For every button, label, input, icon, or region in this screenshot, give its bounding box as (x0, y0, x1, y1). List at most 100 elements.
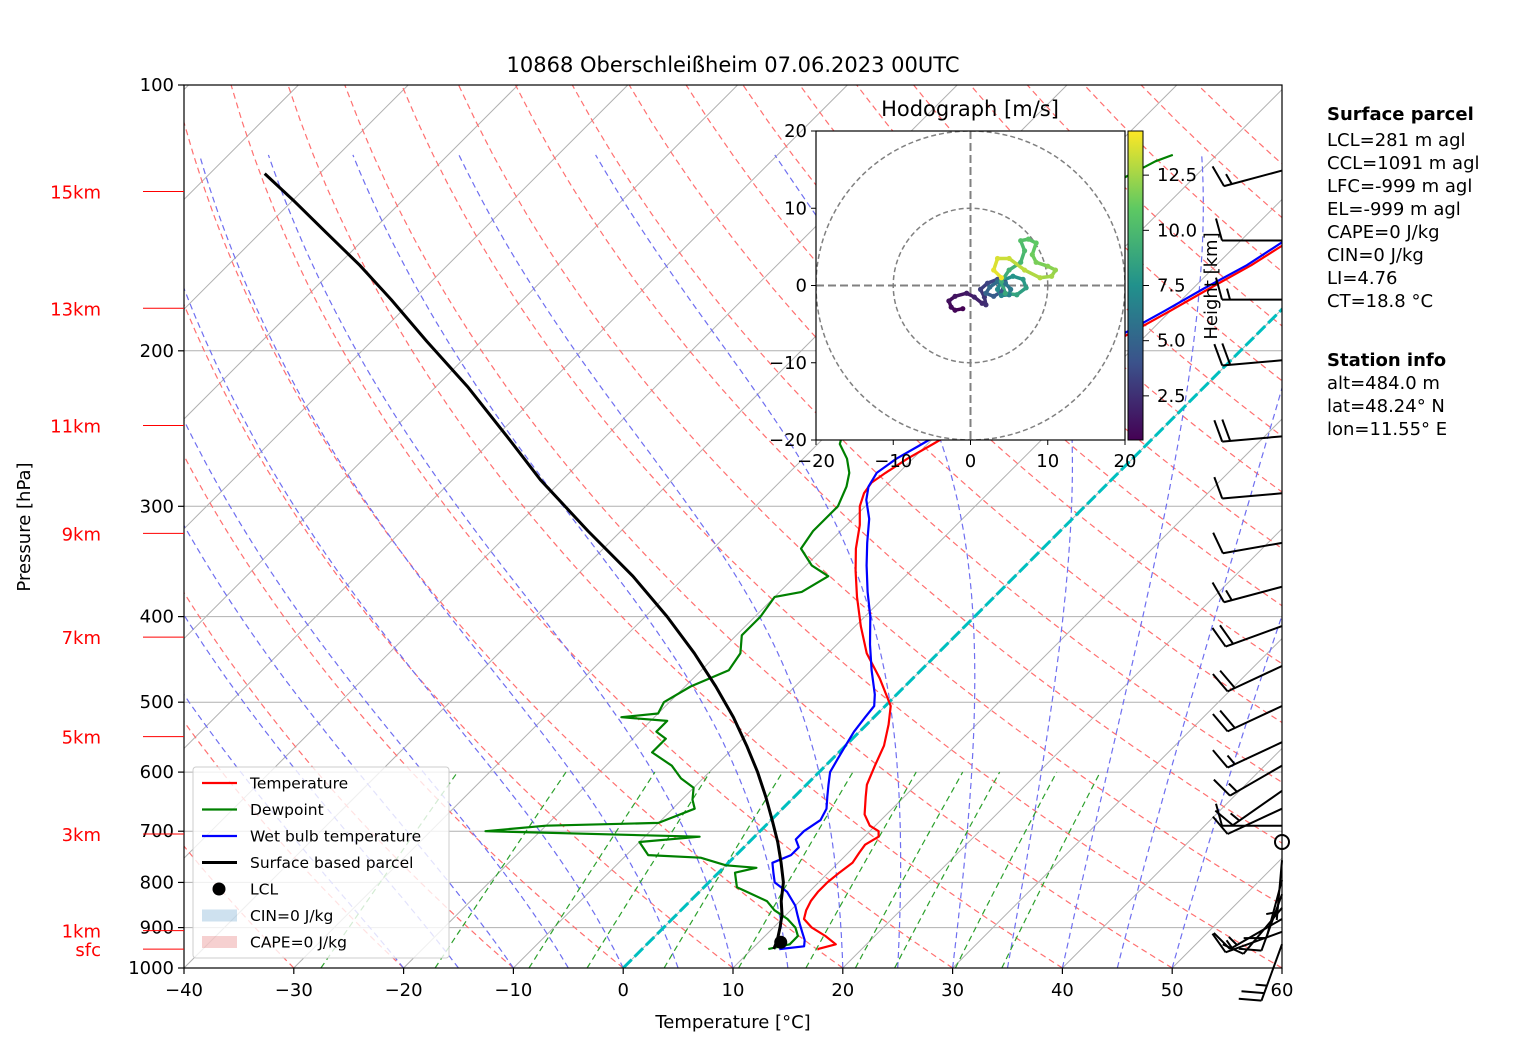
mixing-ratio-line (586, 771, 711, 968)
hodograph: −20−20 −10 −10 0 0 10 10 20 20 Hodograph [m/s] 2… (769, 97, 1222, 472)
legend-label: CAPE=0 J/kg (250, 934, 347, 952)
legend-box (192, 766, 450, 959)
surface-parcel-line: CAPE=0 J/kg (1327, 222, 1440, 243)
dry-adiabat (184, 454, 624, 968)
wind-barb (1238, 943, 1283, 1002)
legend-entries: Temperature Dewpoint Wet bulb temperature S… (202, 775, 421, 952)
hodograph-y-tick-label: 10 (784, 198, 807, 219)
wind-barb (1211, 165, 1283, 188)
hodograph-y-tick-label: 0 (796, 276, 807, 297)
hodograph-segment (1007, 256, 1027, 272)
isotherm-line (184, 85, 629, 530)
hodograph-x-tick-label: −10 (874, 451, 912, 472)
isotherm-line (184, 85, 848, 750)
mixing-ratio-line (434, 771, 567, 968)
wind-barb (1212, 741, 1283, 769)
hodograph-x-tick-label: −20 (797, 451, 835, 472)
x-tick-label: −40 (165, 980, 203, 1001)
surface-parcel-line: CIN=0 J/kg (1327, 245, 1424, 266)
isotherm-line (513, 198, 1282, 968)
x-tick-label: −30 (275, 980, 313, 1001)
isotherm-line (184, 85, 738, 640)
colorbar-tick-label: 5.0 (1157, 331, 1186, 352)
hodograph-point (1002, 290, 1008, 296)
hodograph-background (816, 131, 1125, 440)
x-axis-label: Temperature [°C] (654, 1012, 810, 1033)
legend-swatch (202, 936, 237, 948)
chart-title: 10868 Oberschleißheim 07.06.2023 00UTC (507, 53, 960, 77)
hodograph-y-tick-label: −10 (769, 353, 807, 374)
legend-label: Dewpoint (250, 801, 324, 819)
hodograph-point (987, 284, 993, 290)
height-label: 11km (50, 416, 101, 437)
surface-parcel-line: CT=18.8 °C (1327, 291, 1434, 312)
hodograph-point (998, 275, 1005, 281)
colorbar-label: Height [km] (1201, 232, 1222, 339)
surface-parcel-line: LCL=281 m agl (1327, 130, 1466, 151)
colorbar (1127, 130, 1144, 441)
isotherm-line (1062, 747, 1282, 968)
height-label: 9km (62, 524, 101, 545)
x-tick-label: −10 (494, 980, 532, 1001)
mixing-ratio-line (528, 771, 656, 968)
hodograph-point (984, 280, 991, 286)
moist-adiabat (198, 154, 679, 968)
dry-adiabat (344, 85, 1173, 968)
height-label: 1km (62, 922, 101, 943)
hodograph-point (1023, 285, 1029, 291)
station-info-line: lon=11.55° E (1327, 419, 1448, 440)
mixing-ratio-line (854, 771, 964, 968)
hodograph-y-tick-label: −20 (769, 430, 807, 451)
dry-adiabat (458, 85, 1282, 906)
hodograph-segment (1022, 268, 1042, 280)
wind-barb (1213, 764, 1283, 797)
wind-barb (1212, 807, 1283, 835)
moist-adiabat (184, 524, 514, 968)
station-info-title: Station info (1327, 350, 1447, 371)
wind-barb (1213, 419, 1283, 443)
dry-adiabat (401, 85, 1282, 968)
wind-barb (1212, 705, 1283, 733)
series-line (771, 241, 1282, 951)
hodograph-point (1049, 273, 1055, 279)
legend-label: CIN=0 J/kg (250, 907, 333, 925)
x-tick-label: 0 (617, 980, 628, 1001)
legend-swatch (212, 882, 226, 896)
hodograph-point (994, 279, 1001, 285)
wind-barb (1211, 582, 1283, 604)
y-tick-label: 200 (140, 341, 174, 362)
height-label: 13km (50, 299, 101, 320)
hodograph-point (991, 293, 997, 299)
hodograph-x-tick-label: 0 (965, 451, 976, 472)
y-tick-label: 800 (140, 872, 174, 893)
hodograph-point (1052, 267, 1059, 273)
hodograph-point (998, 279, 1005, 285)
y-axis-label: Pressure [hPa] (14, 462, 35, 591)
moist-adiabat (352, 154, 789, 968)
y-tick-label: 900 (140, 918, 174, 939)
moist-adiabat (774, 154, 976, 968)
y-axis-ticks: 100 200 300 400 500 600 700 800 900 1000 (128, 75, 184, 979)
surface-parcel-line: CCL=1091 m agl (1327, 153, 1480, 174)
hodograph-point (1029, 252, 1035, 258)
moist-adiabat (184, 418, 569, 968)
moist-adiabat (1061, 154, 1204, 968)
surface-parcel-title: Surface parcel (1327, 104, 1474, 125)
hodograph-point (1006, 267, 1012, 273)
surface-parcel-line: LI=4.76 (1327, 268, 1398, 289)
wind-barb (1212, 532, 1283, 555)
hodograph-point (983, 302, 989, 308)
legend-label: Wet bulb temperature (250, 828, 421, 846)
hodograph-point (1008, 286, 1014, 292)
colorbar-tick-label: 2.5 (1157, 386, 1186, 407)
x-tick-label: −20 (385, 980, 423, 1001)
height-label: 15km (50, 182, 101, 203)
dry-adiabat (184, 120, 844, 968)
dry-adiabat (287, 85, 1063, 968)
hodograph-point (1018, 259, 1024, 265)
station-info-line: lat=48.24° N (1327, 396, 1445, 417)
hodograph-point (977, 286, 984, 292)
height-label: sfc (75, 940, 101, 961)
height-label: 5km (62, 728, 101, 749)
